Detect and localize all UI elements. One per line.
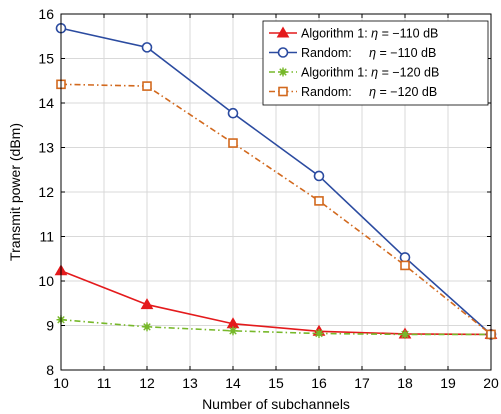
x-tick-label: 12 [139, 375, 155, 391]
legend-box [262, 20, 489, 106]
series-4-point [228, 138, 238, 148]
legend-marker [276, 26, 290, 38]
x-tick-label: 10 [53, 375, 69, 391]
legend-marker [278, 86, 288, 97]
series-4-point [314, 196, 324, 206]
x-axis-label: Number of subchannels [202, 396, 350, 412]
series-2-point [399, 252, 411, 263]
legend-label: Random: η = −120 dB [301, 85, 437, 99]
y-tick-label: 14 [38, 95, 54, 111]
series-3-point [314, 329, 324, 339]
x-tick-label: 14 [225, 375, 241, 391]
x-tick-label: 19 [440, 375, 456, 391]
y-tick-label: 12 [38, 184, 54, 200]
series-3-point [228, 326, 238, 336]
x-tick-label: 18 [397, 375, 413, 391]
y-tick-label: 11 [39, 229, 54, 245]
series-2-point [141, 42, 153, 53]
legend-label: Random: η = −110 dB [301, 46, 436, 60]
series-1-point [140, 298, 154, 310]
legend-marker [278, 67, 288, 77]
series-layer [54, 22, 498, 340]
series-3-line [60, 318, 491, 336]
series-4-line [60, 83, 492, 336]
x-tick-label: 17 [354, 375, 370, 391]
tick-layer: 10 11 12 13 14 15 16 17 18 19 20 8 9 10 11 12 13 14 15 16 [38, 6, 499, 391]
series-2-line [60, 27, 492, 335]
y-tick-label: 13 [38, 140, 54, 156]
x-tick-label: 13 [182, 375, 198, 391]
x-tick-label: 16 [311, 375, 327, 391]
legend-label: Algorithm 1: η = −120 dB [301, 66, 439, 80]
legend-item-4: Random: η = −120 dB [269, 85, 437, 99]
legend-marker [277, 47, 289, 58]
legend: Algorithm 1: η = −110 dB Random: η = −110… [262, 20, 489, 106]
x-tick-label: 20 [483, 375, 499, 391]
series-2-point [313, 170, 325, 182]
y-axis-label: Transmit power (dBm) [7, 123, 23, 261]
series-3-point [400, 329, 410, 339]
series-1-line [60, 270, 492, 336]
y-tick-label: 15 [38, 51, 54, 67]
x-tick-label: 15 [268, 375, 284, 391]
x-tick-label: 11 [97, 375, 112, 391]
y-tick-label: 10 [38, 273, 54, 289]
legend-item-1: Algorithm 1: η = −110 dB [269, 27, 438, 41]
y-tick-label: 9 [46, 318, 54, 334]
legend-item-2: Random: η = −110 dB [269, 46, 436, 60]
series-4-point [400, 260, 410, 271]
series-2-point [227, 107, 239, 119]
y-tick-label: 8 [46, 362, 54, 378]
series-3-point [142, 322, 152, 332]
y-tick-label: 16 [38, 6, 54, 22]
series-4-point [142, 81, 152, 91]
legend-item-3: Algorithm 1: η = −120 dB [269, 66, 439, 80]
legend-label: Algorithm 1: η = −110 dB [301, 27, 438, 41]
